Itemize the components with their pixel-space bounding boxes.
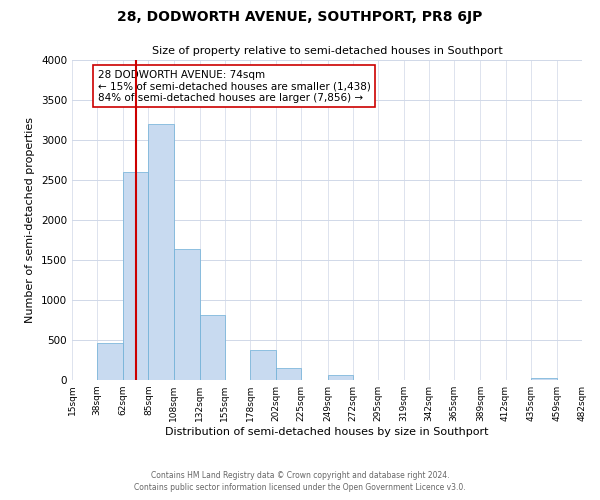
X-axis label: Distribution of semi-detached houses by size in Southport: Distribution of semi-detached houses by … [165, 427, 489, 437]
Bar [276, 368, 301, 380]
Title: Size of property relative to semi-detached houses in Southport: Size of property relative to semi-detach… [152, 46, 502, 56]
Bar [250, 350, 276, 380]
Bar [173, 249, 200, 380]
Bar [97, 343, 124, 380]
Bar [328, 375, 353, 380]
Bar [200, 315, 225, 380]
Text: 28, DODWORTH AVENUE, SOUTHPORT, PR8 6JP: 28, DODWORTH AVENUE, SOUTHPORT, PR8 6JP [118, 10, 482, 24]
Bar [148, 124, 173, 380]
Bar [530, 378, 557, 380]
Text: Contains HM Land Registry data © Crown copyright and database right 2024.
Contai: Contains HM Land Registry data © Crown c… [134, 471, 466, 492]
Text: 28 DODWORTH AVENUE: 74sqm
← 15% of semi-detached houses are smaller (1,438)
84% : 28 DODWORTH AVENUE: 74sqm ← 15% of semi-… [97, 70, 370, 103]
Y-axis label: Number of semi-detached properties: Number of semi-detached properties [25, 117, 35, 323]
Bar [124, 172, 148, 380]
